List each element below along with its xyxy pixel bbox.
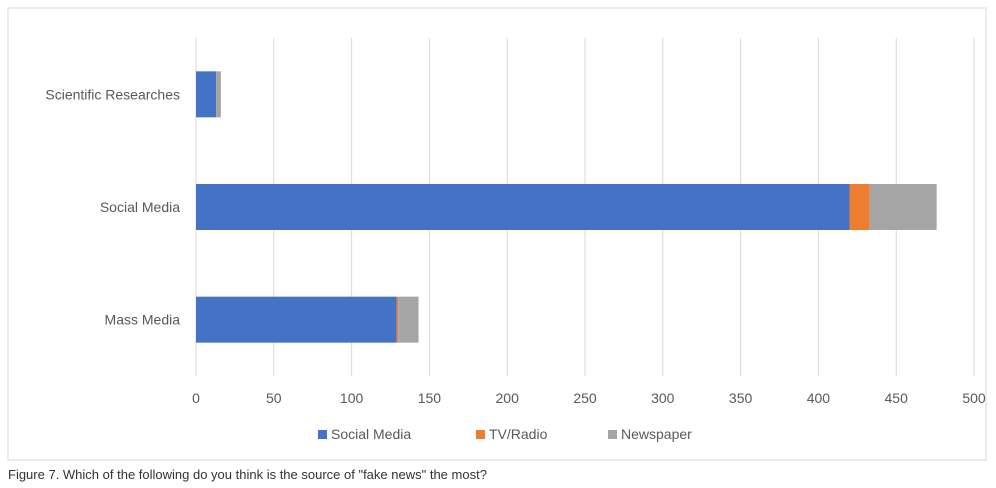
x-tick-label: 300 <box>651 390 675 406</box>
x-tick-label: 0 <box>192 390 200 406</box>
bar-segment <box>216 71 221 118</box>
x-tick-label: 400 <box>807 390 831 406</box>
bars <box>196 71 937 343</box>
x-tick-label: 450 <box>885 390 909 406</box>
legend-swatch <box>608 430 617 439</box>
bar-segment <box>196 71 217 118</box>
x-tick-label: 250 <box>573 390 597 406</box>
legend-swatch <box>476 430 485 439</box>
x-tick-label: 50 <box>266 390 282 406</box>
bar-segment <box>396 296 399 343</box>
category-labels: Scientific Researches Social Media Mass Me… <box>45 86 180 327</box>
chart-area: Scientific Researches Social Media Mass Me… <box>7 7 987 461</box>
x-tick-label: 100 <box>340 390 364 406</box>
x-tick-label: 350 <box>729 390 753 406</box>
legend-label: Newspaper <box>621 426 692 442</box>
bar-segment <box>849 184 870 230</box>
chart-border <box>7 7 987 461</box>
x-tick-label: 500 <box>962 390 986 406</box>
stacked-bar-chart: Scientific Researches Social Media Mass Me… <box>7 7 987 461</box>
category-label: Social Media <box>100 199 180 215</box>
figure-caption: Figure 7. Which of the following do you … <box>8 467 487 482</box>
bar-segment <box>196 296 397 343</box>
bar-segment <box>196 184 850 230</box>
legend-swatch <box>318 430 327 439</box>
legend-label: TV/Radio <box>489 426 548 442</box>
x-tick-label: 150 <box>418 390 442 406</box>
category-label: Mass Media <box>105 312 181 328</box>
category-label: Scientific Researches <box>45 86 180 102</box>
x-tick-labels: 0 50 100 150 200 250 300 350 400 450 500 <box>192 390 986 406</box>
legend-label: Social Media <box>331 426 411 442</box>
legend: Social Media TV/Radio Newspaper <box>318 426 692 442</box>
bar-segment <box>398 296 419 343</box>
bar-segment <box>869 184 937 230</box>
x-tick-label: 200 <box>496 390 520 406</box>
